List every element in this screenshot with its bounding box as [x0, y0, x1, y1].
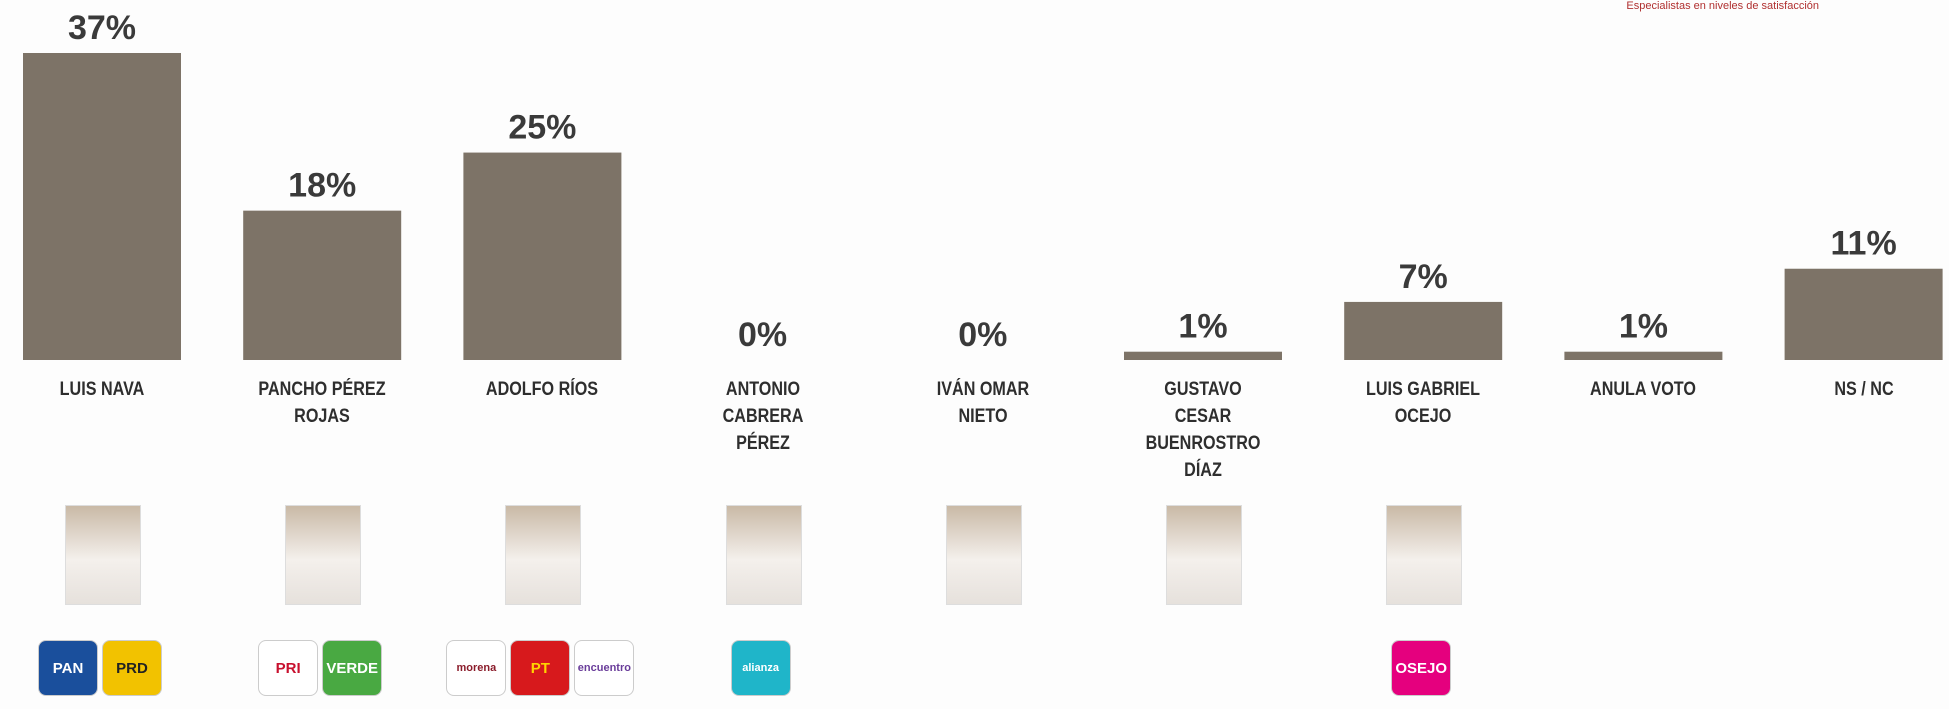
candidate-photo: [946, 505, 1022, 605]
bar: [463, 153, 621, 360]
category-label: PANCHO PÉREZ ROJAS: [258, 376, 386, 430]
bar: [23, 53, 181, 360]
value-label: 25%: [508, 109, 576, 147]
poll-chart: Especialistas en niveles de satisfacción…: [0, 0, 1949, 709]
party-logo: PRD: [102, 640, 162, 696]
party-logo: PAN: [38, 640, 98, 696]
bar: [1564, 352, 1722, 360]
category-label: NS / NC: [1800, 376, 1928, 403]
value-label: 1%: [1619, 308, 1668, 346]
category-label: ADOLFO RÍOS: [479, 376, 607, 403]
value-label: 37%: [68, 9, 136, 47]
value-label: 1%: [1178, 308, 1227, 346]
category-label: LUIS NAVA: [38, 376, 166, 403]
value-label: 18%: [288, 167, 356, 205]
party-logo: morena: [446, 640, 506, 696]
value-label: 7%: [1399, 258, 1448, 296]
party-logo: PRI: [258, 640, 318, 696]
value-label: 0%: [738, 316, 787, 354]
bar: [1344, 302, 1502, 360]
party-logo: encuentro: [574, 640, 634, 696]
candidate-photo: [505, 505, 581, 605]
candidate-photo: [1166, 505, 1242, 605]
bar: [243, 211, 401, 360]
candidate-photo: [726, 505, 802, 605]
party-logo: VERDE: [322, 640, 382, 696]
bar: [1124, 352, 1282, 360]
value-label: 11%: [1831, 225, 1897, 263]
party-logo: OSEJO: [1391, 640, 1451, 696]
category-label: IVÁN OMAR NIETO: [919, 376, 1047, 430]
category-label: ANULA VOTO: [1580, 376, 1708, 403]
candidate-photo: [285, 505, 361, 605]
bar: [1785, 269, 1943, 360]
category-label: LUIS GABRIEL OCEJO: [1359, 376, 1487, 430]
candidate-photo: [1386, 505, 1462, 605]
category-label: ANTONIO CABRERA PÉREZ: [699, 376, 827, 457]
value-label: 0%: [958, 316, 1007, 354]
category-label: GUSTAVO CESAR BUENROSTRO DÍAZ: [1139, 376, 1267, 484]
party-logo: PT: [510, 640, 570, 696]
party-logo: alianza: [731, 640, 791, 696]
candidate-photo: [65, 505, 141, 605]
